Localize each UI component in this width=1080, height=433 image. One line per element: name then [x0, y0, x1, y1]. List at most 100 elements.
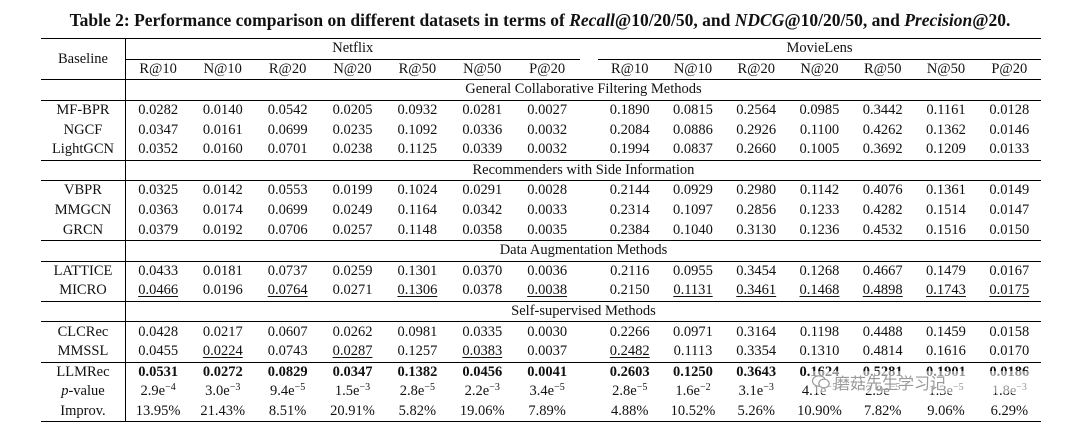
value-cell: 0.2926 — [736, 121, 777, 138]
value-cell: 0.0161 — [202, 121, 243, 138]
value-cell: 9.06% — [914, 401, 978, 423]
value-cell: 0.1743 — [926, 282, 966, 299]
value-cell: 0.1362 — [926, 121, 966, 138]
gap-cell — [580, 220, 599, 240]
section-title: General Collaborative Filtering Methods — [125, 79, 1041, 101]
value-cell: 0.0764 — [267, 282, 308, 299]
section-header-row: General Collaborative Filtering Methods — [41, 79, 1041, 101]
value-cell: 0.2482 — [609, 343, 650, 360]
method-name: LATTICE — [41, 261, 126, 282]
value-cell: 0.1890 — [609, 102, 650, 119]
dataset-header-movielens: MovieLens — [598, 38, 1041, 60]
value-cell: 0.2266 — [609, 323, 650, 340]
value-cell: 10.52% — [661, 401, 725, 423]
section-blank — [41, 300, 126, 323]
value-cell: 0.1142 — [799, 182, 840, 199]
table-row: LATTICE 0.0433 0.0181 0.0737 0.0259 0.1301 0.0… — [41, 261, 1041, 282]
value-cell: 0.0170 — [989, 343, 1030, 360]
value-cell: 0.1994 — [609, 141, 650, 158]
header-row-metrics: R@10 N@10 R@20 N@20 R@50 N@50 P@20 R@10 N@10 R@20… — [41, 59, 1041, 80]
method-name: GRCN — [41, 220, 126, 241]
value-cell: 0.0607 — [267, 323, 308, 340]
value-cell: 0.0378 — [462, 282, 503, 299]
method-name: VBPR — [41, 180, 126, 201]
value-cell: 0.3461 — [736, 282, 777, 299]
value-cell: 0.0542 — [267, 102, 308, 119]
value-cell: 0.0971 — [673, 323, 713, 340]
value-cell: 0.0981 — [397, 323, 438, 340]
pvalue-cell: 3.0e−3 — [205, 382, 241, 400]
value-cell: 0.0160 — [202, 141, 243, 158]
value-cell: 0.0032 — [527, 121, 568, 138]
value-cell: 0.3164 — [736, 323, 777, 340]
value-cell: 0.2564 — [736, 102, 777, 119]
value-cell: 0.1198 — [799, 323, 840, 340]
value-cell: 0.0142 — [202, 182, 243, 199]
value-cell: 0.2314 — [609, 202, 650, 219]
value-cell: 0.1161 — [926, 102, 966, 119]
value-cell: 0.0336 — [462, 121, 503, 138]
value-cell: 0.0032 — [527, 141, 568, 158]
baseline-header: Baseline — [41, 37, 126, 80]
method-name: MMSSL — [41, 341, 126, 362]
value-cell: 0.0146 — [989, 121, 1030, 138]
metric-header: N@20 — [333, 60, 372, 77]
value-cell: 0.3442 — [862, 102, 903, 119]
value-cell: 0.1164 — [397, 202, 438, 219]
value-cell: 0.0272 — [190, 361, 256, 383]
value-cell: 0.1148 — [397, 221, 438, 238]
dataset-header-netflix: Netflix — [125, 38, 580, 60]
value-cell: 0.0428 — [138, 323, 179, 340]
metric-header: R@50 — [863, 60, 902, 77]
value-cell: 0.0224 — [202, 343, 243, 360]
pvalue-cell: 3.1e−3 — [738, 382, 774, 400]
value-cell: 0.2384 — [609, 221, 650, 238]
value-cell: 0.0466 — [138, 282, 179, 299]
value-cell: 4.88% — [598, 401, 662, 423]
value-cell: 0.0027 — [527, 102, 568, 119]
value-cell: 0.0456 — [449, 361, 515, 383]
value-cell: 0.1301 — [397, 262, 438, 279]
value-cell: 0.1514 — [926, 202, 966, 219]
method-name: MMGCN — [41, 200, 126, 221]
pvalue-cell: 9.4e−5 — [270, 382, 306, 400]
value-cell: 0.0036 — [527, 262, 568, 279]
value-cell: 0.0038 — [527, 282, 568, 299]
value-cell: 0.1024 — [397, 182, 438, 199]
metric-header: R@20 — [737, 60, 775, 77]
value-cell: 0.0249 — [332, 202, 373, 219]
value-cell: 0.0743 — [267, 343, 308, 360]
value-cell: 0.0955 — [673, 262, 713, 279]
value-cell: 0.0037 — [527, 343, 568, 360]
watermark: 磨菇先生学习记 — [812, 371, 1048, 393]
value-cell: 0.2150 — [609, 282, 650, 299]
method-name: MF-BPR — [41, 100, 126, 121]
value-cell: 0.1268 — [799, 262, 840, 279]
pvalue-cell: 2.8e−5 — [399, 382, 435, 400]
value-cell: 0.0281 — [462, 102, 503, 119]
section-blank — [41, 239, 126, 262]
value-cell: 0.0699 — [267, 121, 308, 138]
section-blank — [41, 79, 126, 101]
value-cell: 0.0291 — [462, 182, 503, 199]
value-cell: 0.4076 — [862, 182, 903, 199]
value-cell: 19.06% — [449, 401, 515, 423]
value-cell: 0.3692 — [862, 141, 903, 158]
value-cell: 0.0262 — [332, 323, 373, 340]
value-cell: 0.1459 — [926, 323, 966, 340]
value-cell: 21.43% — [190, 401, 256, 423]
value-cell: 0.0347 — [320, 361, 385, 383]
value-cell: 0.0271 — [332, 282, 373, 299]
value-cell: 6.29% — [977, 401, 1041, 423]
value-cell: 0.0706 — [267, 221, 308, 238]
value-cell: 0.0035 — [527, 221, 568, 238]
section-header-row: Self-supervised Methods — [41, 300, 1041, 323]
value-cell: 0.0363 — [138, 202, 179, 219]
value-cell: 0.0235 — [332, 121, 373, 138]
table-row: MF-BPR 0.0282 0.0140 0.0542 0.0205 0.0932 0.02… — [41, 100, 1041, 121]
section-header-row: Data Augmentation Methods — [41, 239, 1041, 262]
pvalue-cell: 2.2e−3 — [464, 382, 500, 400]
value-cell: 0.1361 — [926, 182, 966, 199]
value-cell: 0.4532 — [862, 221, 903, 238]
value-cell: 0.1516 — [926, 221, 966, 238]
